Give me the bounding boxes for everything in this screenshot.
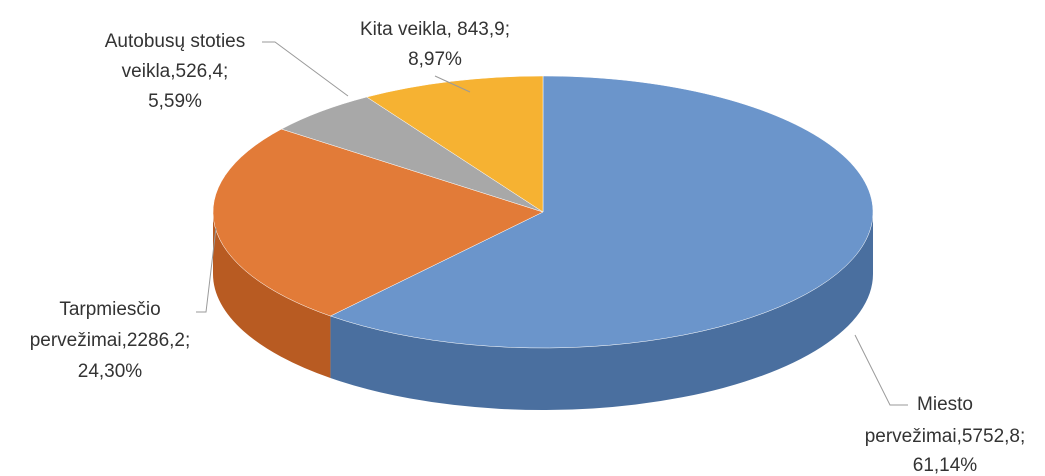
label-miesto: Miesto pervežimai,5752,8; 61,14% bbox=[865, 394, 1026, 476]
slice-label: Miesto bbox=[917, 394, 973, 415]
label-autobusu: Autobusų stoties veikla,526,4; 5,59% bbox=[105, 31, 245, 112]
slice-label: 5,59% bbox=[148, 91, 202, 112]
slice-side bbox=[213, 212, 331, 379]
slice-label: Tarpmiesčio bbox=[59, 299, 160, 320]
pie bbox=[212, 75, 874, 410]
slice-label: 8,97% bbox=[408, 49, 462, 70]
slice-label: Autobusų stoties bbox=[105, 31, 245, 52]
slice-side bbox=[330, 212, 874, 410]
slice bbox=[366, 75, 544, 213]
slice-label: 61,14% bbox=[913, 455, 978, 476]
slice-label: pervežimai,2286,2; bbox=[30, 330, 191, 351]
leader-line bbox=[434, 75, 471, 93]
label-kita: Kita veikla, 843,9; 8,97% bbox=[360, 19, 510, 70]
slice bbox=[212, 128, 544, 317]
slice bbox=[329, 75, 874, 349]
leader-line bbox=[262, 41, 349, 97]
slice-label: veikla,526,4; bbox=[122, 61, 229, 82]
label-tarpmiescio: Tarpmiesčio pervežimai,2286,2; 24,30% bbox=[30, 299, 191, 382]
leader-line bbox=[854, 334, 908, 406]
slice-label: Kita veikla, 843,9; bbox=[360, 19, 510, 40]
leader-line bbox=[196, 227, 217, 313]
slice-label: pervežimai,5752,8; bbox=[865, 426, 1026, 447]
slice-label: 24,30% bbox=[78, 361, 143, 382]
